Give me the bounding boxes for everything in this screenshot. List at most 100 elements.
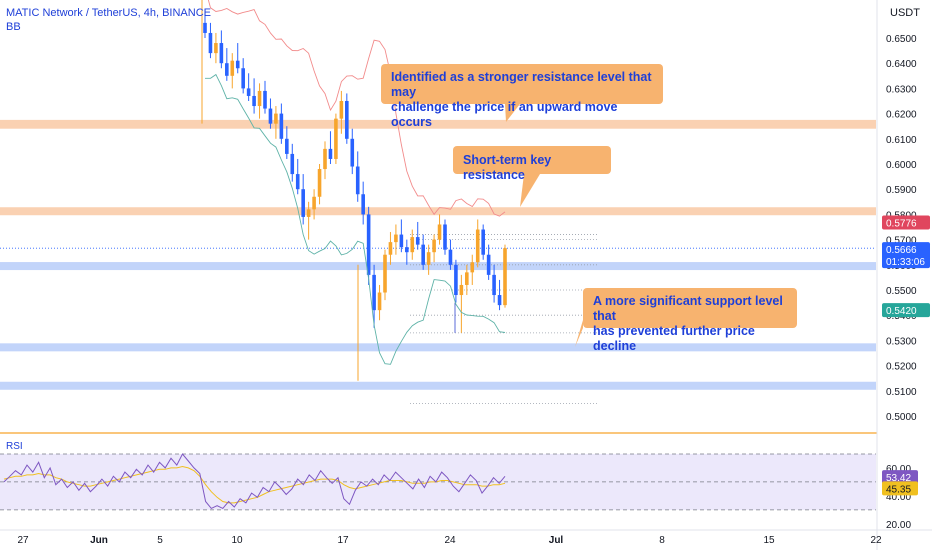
candle-body (268, 108, 273, 124)
last-price-badge-value: 0.5666 (886, 245, 917, 256)
candle-body (432, 239, 436, 253)
candle (235, 43, 240, 74)
candle (208, 22, 213, 59)
candle (323, 141, 327, 180)
candle-body (475, 229, 480, 263)
lower-band-badge-bg (882, 303, 930, 318)
strong-resistance-callout: Identified as a stronger resistance leve… (381, 64, 663, 129)
candle (421, 234, 425, 270)
candle-body (410, 237, 415, 253)
rsi-tick-label: 40.00 (886, 492, 911, 503)
candle-body (492, 274, 496, 296)
rsi-label: RSI (6, 441, 23, 452)
candle-body (415, 237, 420, 245)
candle-body (355, 166, 360, 195)
candle (437, 214, 442, 245)
symbol-title: MATIC Network / TetherUS, 4h, BINANCE (6, 7, 211, 19)
candle-body (263, 90, 267, 109)
support-pointer (575, 320, 583, 347)
candle (295, 158, 300, 195)
candle (219, 30, 224, 69)
candle-body (203, 22, 207, 33)
zone-support-4 (0, 381, 876, 390)
price-tick-label: 0.5000 (886, 412, 917, 423)
candle (355, 151, 360, 202)
price-axis-bg (877, 0, 932, 550)
time-tick-label: 8 (659, 535, 665, 546)
candle-body (454, 264, 458, 296)
candle-body (470, 262, 475, 273)
candle-body (503, 248, 507, 306)
candle-body (230, 60, 235, 76)
candle-body (361, 194, 365, 215)
candle-body (290, 153, 295, 175)
candle-body (345, 101, 349, 139)
candle (394, 224, 398, 255)
candle-body (225, 63, 229, 76)
candle (377, 284, 382, 321)
candle-body (405, 247, 409, 253)
candle-body (394, 234, 398, 243)
candle (246, 73, 251, 101)
candle (328, 131, 333, 164)
candle (470, 254, 475, 285)
candle (306, 201, 311, 240)
candle (345, 93, 349, 144)
time-tick-label: 27 (17, 535, 29, 546)
candle (399, 219, 404, 253)
candle-body (252, 95, 256, 107)
candle-body (388, 242, 393, 255)
candle-body (465, 272, 469, 285)
candle (279, 103, 284, 144)
candle (263, 80, 267, 114)
price-tick-label: 0.6000 (886, 160, 917, 171)
candle (475, 219, 480, 268)
candle-body (214, 43, 218, 54)
candle (405, 239, 409, 265)
price-tick-label: 0.6500 (886, 34, 917, 45)
zone-support-3 (0, 343, 876, 352)
rsi-ma-badge-bg (882, 481, 918, 496)
candle-body (377, 292, 382, 311)
candle-body (383, 254, 387, 293)
candle-body (350, 138, 355, 167)
candle (486, 244, 491, 280)
time-tick-label: 5 (157, 535, 163, 546)
upper-band-badge-bg (882, 215, 930, 230)
currency-label[interactable]: USDT (890, 7, 920, 19)
rsi-tick-label: 20.00 (886, 520, 911, 531)
price-tick-label: 0.5300 (886, 336, 917, 347)
rsi-tick-label: 60.00 (886, 464, 911, 475)
indicator-label: BB (6, 21, 21, 33)
candle-body (235, 60, 240, 69)
candle (503, 244, 507, 308)
rsi-line (3, 453, 506, 510)
candle (426, 244, 431, 275)
candle (497, 279, 502, 311)
candle-body (486, 254, 491, 275)
candle (454, 259, 458, 303)
support-callout: A more significant support level that ha… (583, 288, 797, 353)
candle (312, 189, 316, 220)
candle-body (306, 209, 311, 217)
lower-band-badge-value: 0.5420 (886, 306, 917, 317)
candle (383, 249, 387, 301)
candle-body (279, 113, 284, 139)
support-line-2: has prevented further price decline (593, 324, 755, 353)
candle (214, 32, 218, 64)
candle-body (334, 118, 338, 159)
strong-resistance-pointer (505, 104, 520, 122)
candle (257, 83, 262, 119)
time-tick-label: Jun (90, 535, 108, 546)
rsi-ma-badge: 45.35 (886, 484, 911, 495)
time-tick-label: Jul (549, 535, 564, 546)
strong-resistance-line-2: challenge the price if an upward move oc… (391, 100, 618, 129)
candle (481, 224, 485, 260)
zone-support-2 (0, 262, 876, 271)
candle (317, 164, 322, 205)
candle (465, 264, 469, 296)
candle-body (366, 214, 371, 275)
time-tick-label: 15 (763, 535, 775, 546)
candle (492, 264, 496, 303)
